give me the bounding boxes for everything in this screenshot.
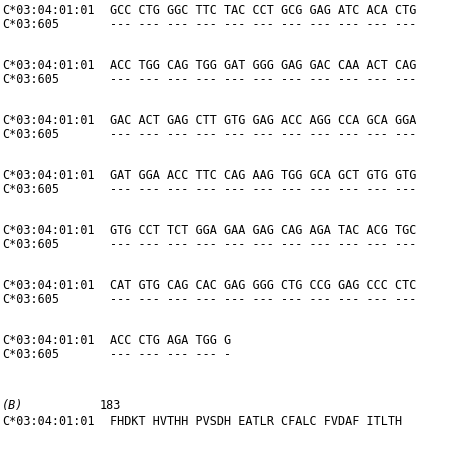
Text: --- --- --- --- --- --- --- --- --- --- ---: --- --- --- --- --- --- --- --- --- --- … bbox=[110, 293, 416, 306]
Text: C*03:605: C*03:605 bbox=[2, 348, 59, 361]
Text: C*03:04:01:01: C*03:04:01:01 bbox=[2, 224, 95, 237]
Text: GTG CCT TCT GGA GAA GAG CAG AGA TAC ACG TGC: GTG CCT TCT GGA GAA GAG CAG AGA TAC ACG … bbox=[110, 224, 416, 237]
Text: GCC CTG GGC TTC TAC CCT GCG GAG ATC ACA CTG: GCC CTG GGC TTC TAC CCT GCG GAG ATC ACA … bbox=[110, 4, 416, 17]
Text: --- --- --- --- --- --- --- --- --- --- ---: --- --- --- --- --- --- --- --- --- --- … bbox=[110, 183, 416, 196]
Text: GAC ACT GAG CTT GTG GAG ACC AGG CCA GCA GGA: GAC ACT GAG CTT GTG GAG ACC AGG CCA GCA … bbox=[110, 114, 416, 127]
Text: C*03:605: C*03:605 bbox=[2, 293, 59, 306]
Text: C*03:04:01:01: C*03:04:01:01 bbox=[2, 4, 95, 17]
Text: --- --- --- --- --- --- --- --- --- --- ---: --- --- --- --- --- --- --- --- --- --- … bbox=[110, 128, 416, 141]
Text: C*03:605: C*03:605 bbox=[2, 18, 59, 31]
Text: GAT GGA ACC TTC CAG AAG TGG GCA GCT GTG GTG: GAT GGA ACC TTC CAG AAG TGG GCA GCT GTG … bbox=[110, 169, 416, 182]
Text: FHDKT HVTHH PVSDH EATLR CFALC FVDAF ITLTH: FHDKT HVTHH PVSDH EATLR CFALC FVDAF ITLT… bbox=[110, 415, 402, 428]
Text: --- --- --- --- -: --- --- --- --- - bbox=[110, 348, 231, 361]
Text: ACC CTG AGA TGG G: ACC CTG AGA TGG G bbox=[110, 334, 231, 347]
Text: C*03:04:01:01: C*03:04:01:01 bbox=[2, 279, 95, 292]
Text: C*03:04:01:01: C*03:04:01:01 bbox=[2, 169, 95, 182]
Text: C*03:04:01:01: C*03:04:01:01 bbox=[2, 59, 95, 72]
Text: --- --- --- --- --- --- --- --- --- --- ---: --- --- --- --- --- --- --- --- --- --- … bbox=[110, 18, 416, 31]
Text: --- --- --- --- --- --- --- --- --- --- ---: --- --- --- --- --- --- --- --- --- --- … bbox=[110, 73, 416, 86]
Text: C*03:04:01:01: C*03:04:01:01 bbox=[2, 415, 95, 428]
Text: C*03:605: C*03:605 bbox=[2, 238, 59, 251]
Text: (B): (B) bbox=[2, 399, 23, 412]
Text: --- --- --- --- --- --- --- --- --- --- ---: --- --- --- --- --- --- --- --- --- --- … bbox=[110, 238, 416, 251]
Text: C*03:605: C*03:605 bbox=[2, 183, 59, 196]
Text: C*03:605: C*03:605 bbox=[2, 73, 59, 86]
Text: C*03:04:01:01: C*03:04:01:01 bbox=[2, 114, 95, 127]
Text: ACC TGG CAG TGG GAT GGG GAG GAC CAA ACT CAG: ACC TGG CAG TGG GAT GGG GAG GAC CAA ACT … bbox=[110, 59, 416, 72]
Text: CAT GTG CAG CAC GAG GGG CTG CCG GAG CCC CTC: CAT GTG CAG CAC GAG GGG CTG CCG GAG CCC … bbox=[110, 279, 416, 292]
Text: C*03:605: C*03:605 bbox=[2, 128, 59, 141]
Text: 183: 183 bbox=[100, 399, 121, 412]
Text: C*03:04:01:01: C*03:04:01:01 bbox=[2, 334, 95, 347]
